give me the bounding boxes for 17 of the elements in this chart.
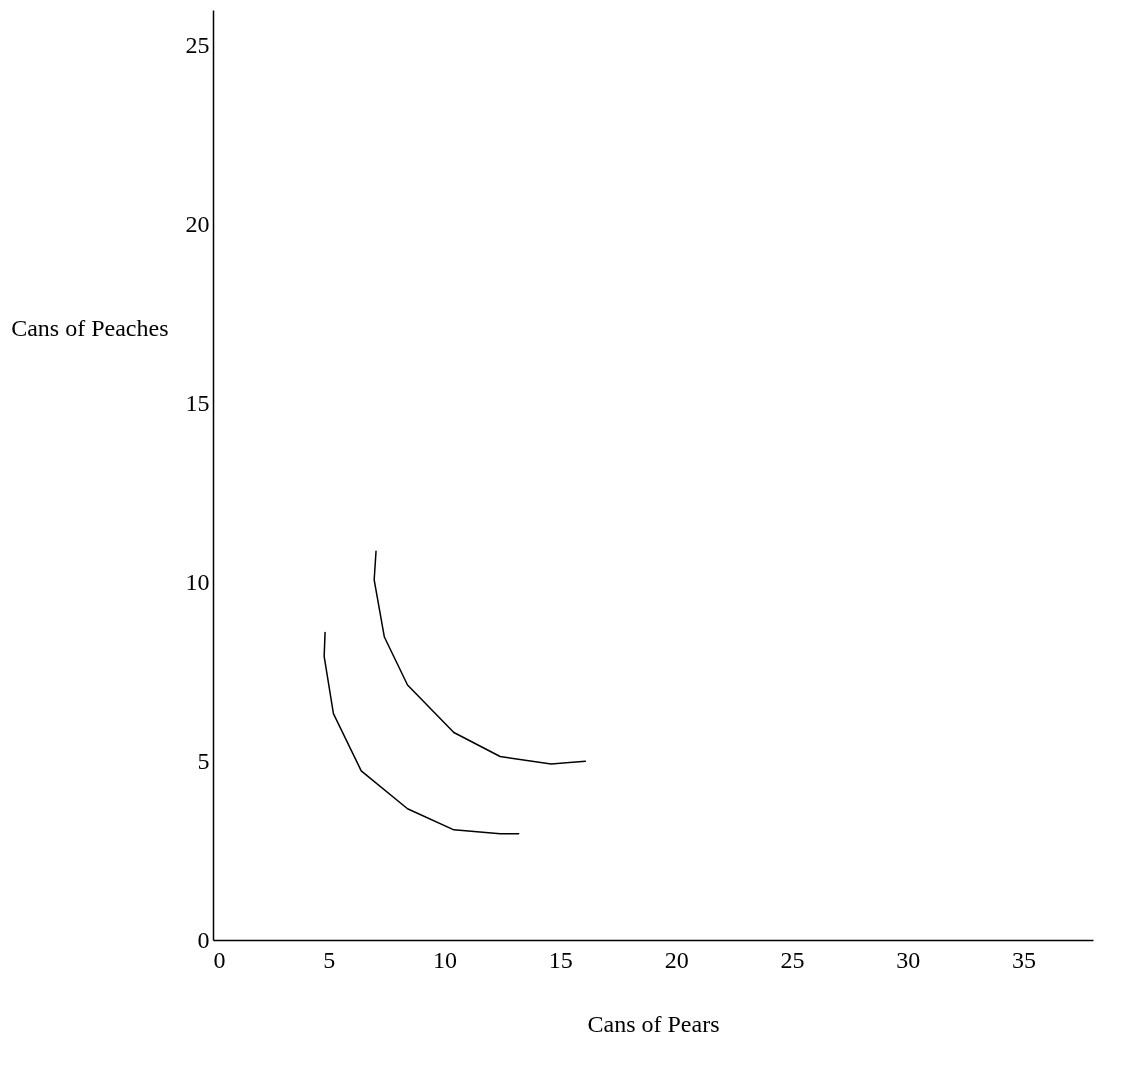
line-series [323, 631, 520, 835]
x-tick-label: 5 [323, 946, 336, 973]
y-tick-label: 10 [185, 568, 210, 595]
x-tick-label: 35 [1012, 946, 1037, 973]
line-series [373, 550, 587, 765]
y-axis-title: Cans of Peaches [11, 314, 169, 341]
x-tick-label: 10 [433, 946, 458, 973]
y-tick-label: 25 [185, 32, 210, 59]
y-tick-label: 0 [197, 926, 210, 953]
x-tick-label: 25 [780, 946, 805, 973]
x-tick-label: 30 [896, 946, 921, 973]
x-tick-label: 15 [548, 946, 573, 973]
y-tick-label: 5 [197, 747, 210, 774]
y-tick-label: 15 [185, 389, 210, 416]
x-axis-title: Cans of Pears [587, 1010, 720, 1037]
x-tick-label: 20 [664, 946, 689, 973]
y-tick-label: 20 [185, 211, 210, 238]
